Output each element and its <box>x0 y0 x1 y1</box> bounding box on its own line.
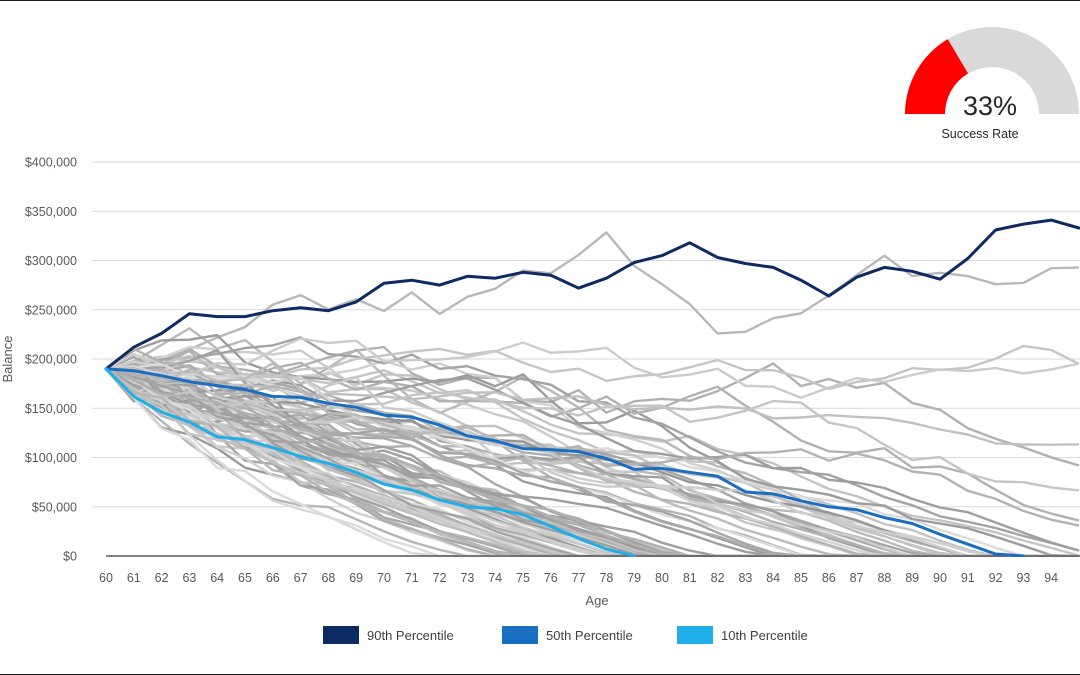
x-tick-label: 85 <box>794 571 808 585</box>
y-tick-label: $150,000 <box>25 402 77 416</box>
y-axis-label: Balance <box>0 336 15 383</box>
x-tick-label: 78 <box>599 571 613 585</box>
x-tick-label: 80 <box>655 571 669 585</box>
x-tick-label: 61 <box>127 571 141 585</box>
x-tick-label: 69 <box>349 571 363 585</box>
x-tick-label: 68 <box>321 571 335 585</box>
percentile-series <box>104 218 1080 557</box>
x-axis-ticks: 60 61 62 63 64 65 66 67 68 69 70 71 72 73 74 75 76 77 78 79… <box>99 571 1058 585</box>
x-tick-label: 75 <box>516 571 530 585</box>
simulation-paths <box>105 231 1080 557</box>
legend-swatch-10th <box>677 626 713 644</box>
simulation-path <box>105 367 1080 492</box>
y-tick-label: $300,000 <box>25 254 77 268</box>
x-tick-label: 90 <box>933 571 947 585</box>
x-tick-label: 84 <box>766 571 780 585</box>
x-tick-label: 72 <box>433 571 447 585</box>
x-tick-label: 93 <box>1016 571 1030 585</box>
x-tick-label: 71 <box>405 571 419 585</box>
x-tick-label: 76 <box>544 571 558 585</box>
legend-label-10th: 10th Percentile <box>721 627 808 643</box>
x-axis-label: Age <box>585 593 608 608</box>
x-tick-label: 70 <box>377 571 391 585</box>
simulation-path <box>105 337 1080 399</box>
y-tick-label: $400,000 <box>25 156 77 170</box>
success-rate-gauge: 33% Success Rate <box>905 26 1079 141</box>
x-tick-label: 73 <box>460 571 474 585</box>
y-tick-label: $250,000 <box>25 303 77 317</box>
simulation-path <box>105 349 1080 522</box>
y-tick-label: $100,000 <box>25 451 77 465</box>
gauge-track <box>947 26 1079 114</box>
x-tick-label: 86 <box>822 571 836 585</box>
x-tick-label: 79 <box>627 571 641 585</box>
legend-label-50th: 50th Percentile <box>546 627 633 643</box>
x-tick-label: 83 <box>738 571 752 585</box>
x-tick-label: 88 <box>877 571 891 585</box>
gauge-value: 33% <box>963 91 1017 121</box>
x-tick-label: 81 <box>683 571 697 585</box>
x-tick-label: 60 <box>99 571 113 585</box>
y-axis-ticks: $0 $50,000 $100,000 $150,000 $200,000 $250,00… <box>25 156 77 564</box>
chart-legend: 90th Percentile 50th Percentile 10th Per… <box>0 626 1080 650</box>
simulation-path <box>105 231 1080 374</box>
simulation-path <box>105 365 1079 557</box>
x-tick-label: 77 <box>572 571 586 585</box>
simulation-path <box>105 327 1079 557</box>
x-tick-label: 66 <box>266 571 280 585</box>
series-10th-percentile <box>104 367 636 557</box>
legend-item-90th: 90th Percentile <box>323 626 454 644</box>
legend-label-90th: 90th Percentile <box>367 627 454 643</box>
x-tick-label: 94 <box>1044 571 1058 585</box>
monte-carlo-chart: $0 $50,000 $100,000 $150,000 $200,000 $250,00… <box>0 26 1080 608</box>
x-tick-label: 65 <box>238 571 252 585</box>
x-tick-label: 67 <box>294 571 308 585</box>
simulation-path <box>105 344 1080 391</box>
legend-item-10th: 10th Percentile <box>677 626 808 644</box>
x-tick-label: 62 <box>155 571 169 585</box>
y-tick-label: $50,000 <box>32 500 77 514</box>
x-tick-label: 89 <box>905 571 919 585</box>
x-tick-label: 64 <box>210 571 224 585</box>
legend-swatch-90th <box>323 626 359 644</box>
legend-item-50th: 50th Percentile <box>502 626 633 644</box>
gauge-caption: Success Rate <box>941 127 1018 141</box>
y-tick-label: $200,000 <box>25 353 77 367</box>
x-tick-label: 91 <box>961 571 975 585</box>
simulation-path <box>105 355 1080 557</box>
x-tick-label: 74 <box>488 571 502 585</box>
gauge-fill <box>905 39 969 114</box>
x-tick-label: 63 <box>182 571 196 585</box>
series-50th-percentile <box>104 367 1025 557</box>
simulation-path <box>105 360 1079 557</box>
y-tick-label: $350,000 <box>25 205 77 219</box>
y-tick-label: $0 <box>63 550 77 564</box>
series-90th-percentile <box>104 218 1080 371</box>
x-tick-label: 82 <box>711 571 725 585</box>
x-tick-label: 92 <box>989 571 1003 585</box>
x-tick-label: 87 <box>850 571 864 585</box>
legend-swatch-50th <box>502 626 538 644</box>
